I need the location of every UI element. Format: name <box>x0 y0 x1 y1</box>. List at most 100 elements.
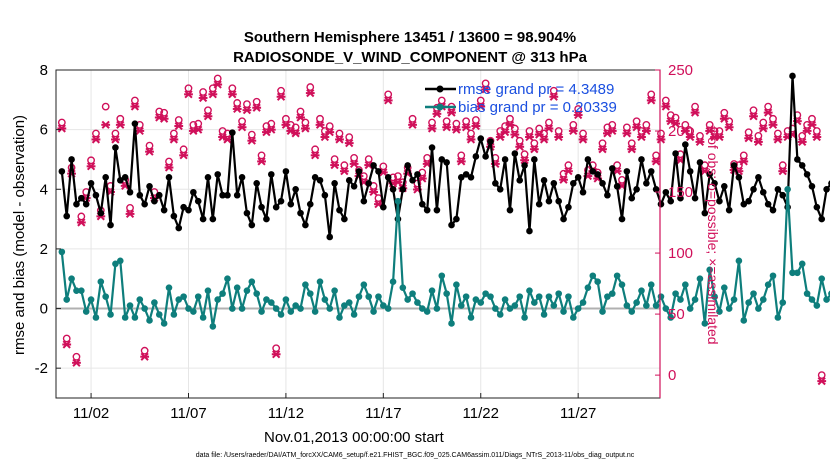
rmse-point <box>190 188 197 196</box>
obs-possible-marker <box>549 86 558 95</box>
obs-possible-marker <box>101 102 110 111</box>
obs-assimilated-marker <box>549 92 559 101</box>
bias-point <box>160 320 168 327</box>
obs-assimilated-marker <box>607 126 617 136</box>
rmse-point <box>229 129 236 136</box>
bias-point <box>267 299 275 306</box>
rmse-point <box>112 144 119 151</box>
obs-assimilated-marker <box>140 352 150 361</box>
obs-possible-marker <box>681 121 690 129</box>
obs-possible-marker <box>462 117 471 126</box>
obs-assimilated-marker <box>739 157 749 166</box>
obs-assimilated-marker <box>451 125 461 134</box>
bias-point <box>233 284 241 291</box>
rmse-point <box>725 206 733 214</box>
rmse-point <box>672 150 679 157</box>
bias-point <box>112 260 119 268</box>
obs-possible-marker <box>720 108 729 117</box>
rmse-point <box>589 168 597 175</box>
rmse-point <box>238 174 246 181</box>
rmse-point <box>92 191 100 199</box>
obs-possible-marker <box>340 161 349 170</box>
obs-assimilated-marker <box>476 102 486 111</box>
bias-point <box>58 248 66 256</box>
bias-point <box>311 308 319 315</box>
rmse-point <box>287 200 295 208</box>
bias-point <box>102 293 109 300</box>
bias-point <box>506 305 514 312</box>
bias-point <box>121 314 129 321</box>
x-tick-label: 11/17 <box>365 405 401 422</box>
rmse-point <box>448 221 455 229</box>
rmse-point <box>745 197 752 205</box>
bias-point <box>355 293 363 300</box>
rmse-point <box>594 171 601 178</box>
bias-point <box>214 296 222 303</box>
bias-point <box>219 290 226 297</box>
bias-point <box>657 293 665 300</box>
obs-possible-marker <box>204 106 212 115</box>
rmse-point <box>540 177 548 184</box>
rmse-point <box>336 206 343 214</box>
obs-possible-marker <box>428 118 436 127</box>
obs-assimilated-marker <box>471 121 481 131</box>
obs-possible-marker <box>739 151 748 160</box>
obs-assimilated-marker <box>252 103 262 112</box>
bias-point <box>287 308 295 315</box>
obs-assimilated-marker <box>310 151 320 160</box>
rmse-point <box>185 206 192 214</box>
obs-assimilated-marker <box>690 108 700 117</box>
bias-point <box>574 305 582 312</box>
rmse-point <box>428 144 436 151</box>
bias-point <box>545 293 553 300</box>
rmse-point <box>326 233 334 241</box>
obs-possible-marker <box>481 79 490 88</box>
rmse-point <box>701 209 709 217</box>
rmse-point <box>292 185 299 193</box>
bias-point <box>706 266 713 274</box>
bias-point <box>482 290 489 297</box>
bias-point <box>258 308 265 315</box>
bias-point <box>350 311 358 318</box>
bias-point <box>165 284 173 291</box>
bias-point <box>798 260 806 268</box>
rmse-point <box>657 200 665 208</box>
bias-point <box>326 305 334 312</box>
bias-point <box>686 305 694 312</box>
obs-assimilated-marker <box>568 126 578 136</box>
obs-possible-marker <box>179 145 188 154</box>
rmse-point <box>706 171 713 178</box>
obs-possible-marker <box>535 124 544 133</box>
rmse-point <box>58 168 66 175</box>
bias-point <box>677 296 684 303</box>
obs-possible-marker <box>764 102 773 111</box>
bias-point <box>448 320 455 327</box>
x-tick-label: 11/22 <box>463 405 499 422</box>
obs-possible-marker <box>345 133 354 142</box>
bias-point <box>818 275 826 283</box>
bias-point <box>604 293 611 300</box>
obs-possible-marker <box>506 114 514 123</box>
obs-possible-marker <box>111 129 120 138</box>
obs-assimilated-marker <box>315 120 325 129</box>
bias-point <box>521 314 528 321</box>
obs-possible-marker <box>545 118 553 127</box>
obs-assimilated-marker <box>72 358 81 367</box>
rmse-point <box>263 215 270 223</box>
obs-assimilated-marker <box>578 135 588 144</box>
rmse-point <box>691 194 699 202</box>
obs-possible-marker <box>145 141 154 150</box>
bias-point <box>764 281 772 288</box>
obs-possible-marker <box>311 145 320 154</box>
x-tick-label: 11/27 <box>560 405 596 422</box>
obs-possible-marker <box>476 96 485 105</box>
bias-point <box>813 302 821 309</box>
bias-point <box>126 302 134 309</box>
bias-point <box>107 311 114 318</box>
obs-assimilated-marker <box>383 96 393 105</box>
bias-point <box>696 275 704 283</box>
obs-assimilated-marker <box>461 123 471 132</box>
obs-assimilated-marker <box>632 123 642 132</box>
rmse-point <box>569 180 577 187</box>
obs-assimilated-marker <box>330 160 340 170</box>
